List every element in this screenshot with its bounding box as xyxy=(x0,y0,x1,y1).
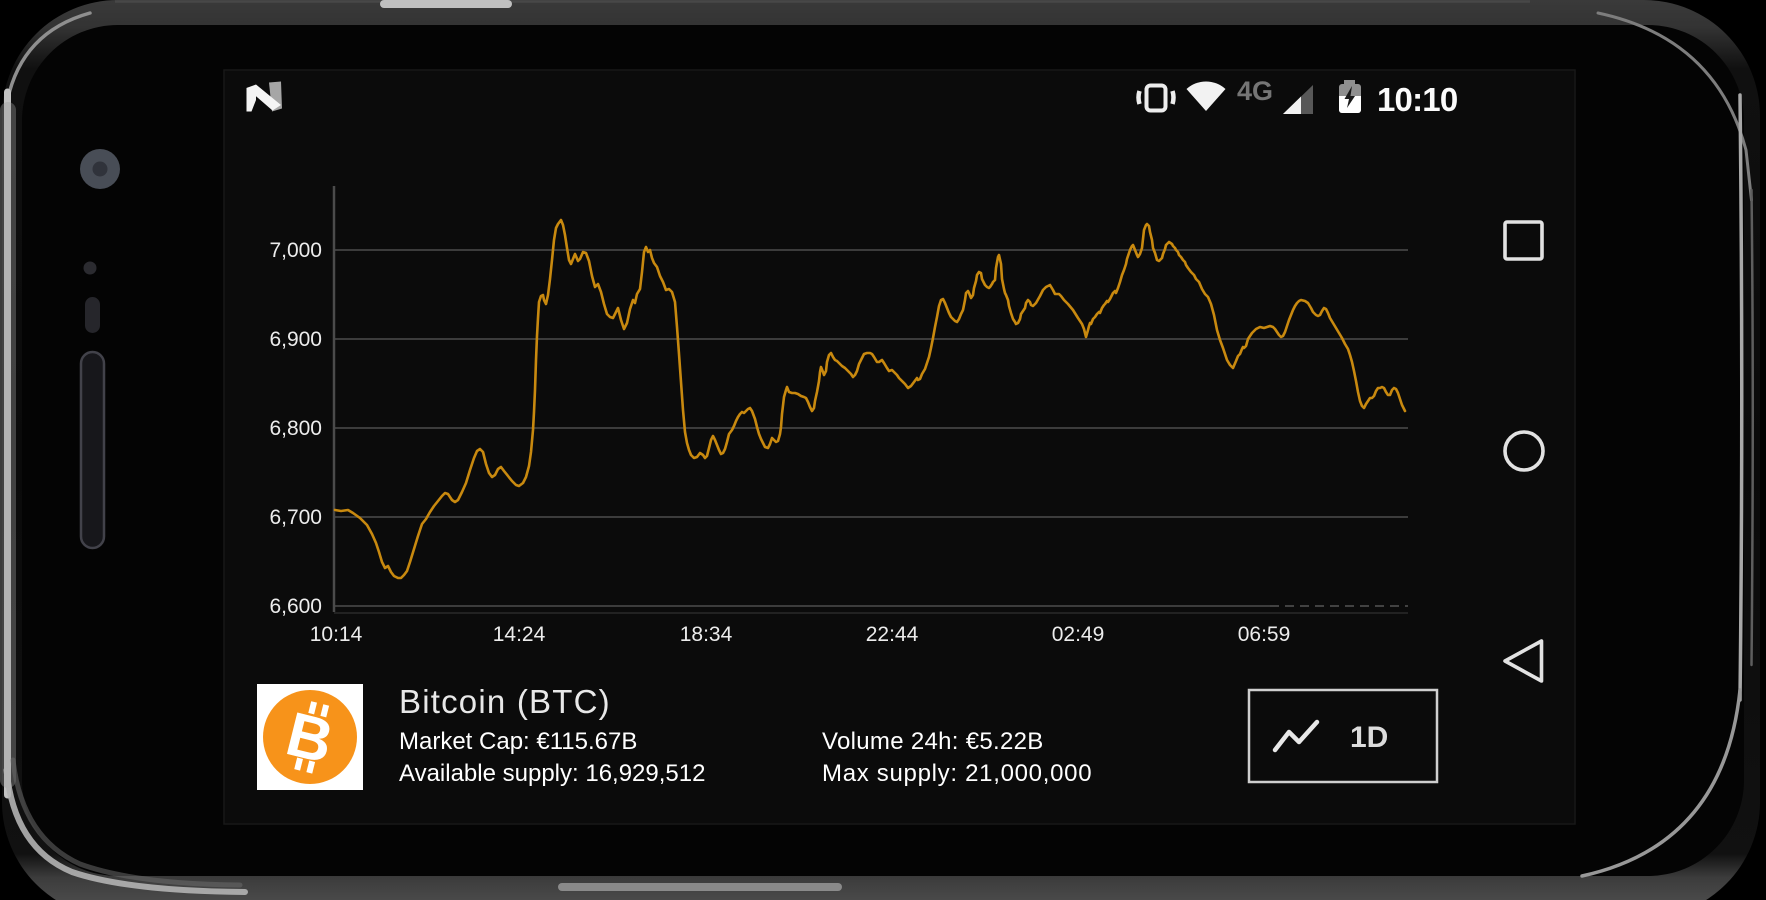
svg-text:02:49: 02:49 xyxy=(1052,623,1105,646)
svg-text:Bitcoin (BTC): Bitcoin (BTC) xyxy=(399,683,611,720)
svg-text:6,700: 6,700 xyxy=(269,506,322,529)
svg-text:10:14: 10:14 xyxy=(310,623,363,646)
svg-text:06:59: 06:59 xyxy=(1238,623,1291,646)
svg-text:18:34: 18:34 xyxy=(680,623,733,646)
svg-text:4G: 4G xyxy=(1237,76,1273,106)
svg-text:7,000: 7,000 xyxy=(269,239,322,262)
svg-text:Max supply: 21,000,000: Max supply: 21,000,000 xyxy=(822,760,1092,787)
svg-text:Market Cap: €115.67B: Market Cap: €115.67B xyxy=(399,728,637,755)
svg-text:1D: 1D xyxy=(1350,721,1388,754)
svg-text:Volume 24h: €5.22B: Volume 24h: €5.22B xyxy=(822,728,1044,755)
svg-text:10:10: 10:10 xyxy=(1377,81,1457,118)
svg-text:6,600: 6,600 xyxy=(269,595,322,618)
svg-text:6,900: 6,900 xyxy=(269,328,322,351)
svg-text:6,800: 6,800 xyxy=(269,417,322,440)
svg-text:22:44: 22:44 xyxy=(866,623,919,646)
svg-text:14:24: 14:24 xyxy=(493,623,546,646)
svg-text:Available supply: 16,929,512: Available supply: 16,929,512 xyxy=(399,760,705,787)
